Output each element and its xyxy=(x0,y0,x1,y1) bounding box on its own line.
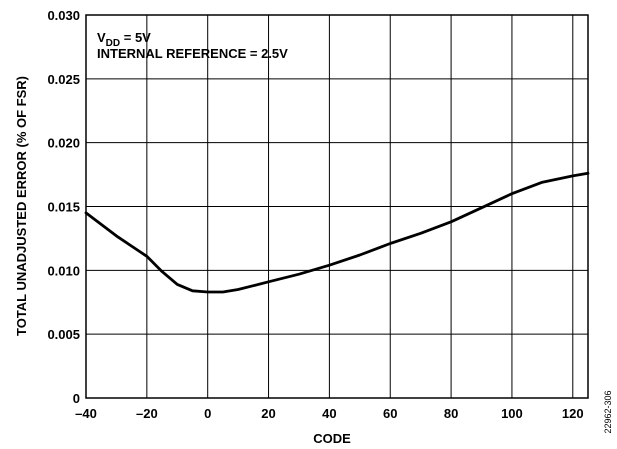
x-tick-label: –20 xyxy=(136,406,158,421)
x-axis-ticks: –40 –20 0 20 40 60 80 100 120 xyxy=(75,406,583,421)
vdd-prefix: V xyxy=(97,30,106,45)
x-tick-label: 120 xyxy=(562,406,584,421)
x-tick-label: 60 xyxy=(383,406,397,421)
vdd-value: = 5V xyxy=(120,30,151,45)
x-tick-label: 40 xyxy=(322,406,336,421)
series-line xyxy=(84,171,590,294)
figure-id: 22962-306 xyxy=(603,390,613,433)
x-tick-label: 100 xyxy=(501,406,523,421)
y-axis-ticks: 0 0.005 0.010 0.015 0.020 0.025 0.030 xyxy=(47,8,80,406)
x-axis-title: CODE xyxy=(313,431,351,446)
series-lines xyxy=(84,171,590,294)
x-tick-label: –40 xyxy=(75,406,97,421)
x-tick-label: 20 xyxy=(261,406,275,421)
y-axis-title: TOTAL UNADJUSTED ERROR (% OF FSR) xyxy=(14,76,29,336)
y-tick-label: 0.005 xyxy=(47,327,80,342)
grid xyxy=(86,15,588,398)
reference-annotation: INTERNAL REFERENCE = 2.5V xyxy=(97,46,288,61)
y-tick-label: 0.020 xyxy=(47,136,80,151)
x-tick-label: 80 xyxy=(444,406,458,421)
y-tick-label: 0 xyxy=(73,391,80,406)
vdd-annotation: VDD = 5V xyxy=(97,30,151,49)
y-tick-label: 0.025 xyxy=(47,72,80,87)
x-tick-label: 0 xyxy=(204,406,211,421)
y-tick-label: 0.010 xyxy=(47,263,80,278)
plot-border xyxy=(85,14,589,399)
vdd-subscript: DD xyxy=(106,38,120,49)
plot-frame xyxy=(85,14,589,399)
y-tick-label: 0.030 xyxy=(47,8,80,23)
y-tick-label: 0.015 xyxy=(47,200,80,215)
